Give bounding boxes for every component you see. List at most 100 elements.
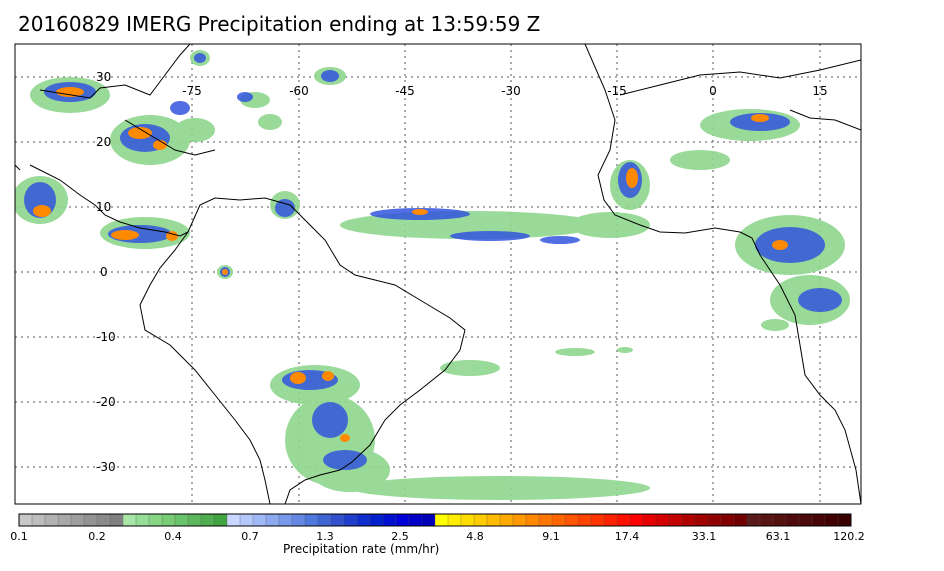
colorbar-swatch (135, 513, 150, 527)
colorbar-swatch (460, 513, 475, 527)
map-content (15, 44, 861, 504)
colorbar-swatch (551, 513, 566, 527)
lat-label: 20 (96, 135, 111, 149)
colorbar-swatch (733, 513, 748, 527)
colorbar-swatch (395, 513, 410, 527)
colorbar-swatch (603, 513, 618, 527)
colorbar-swatch (681, 513, 696, 527)
colorbar-swatch (44, 513, 59, 527)
colorbar-swatch (577, 513, 592, 527)
colorbar-swatch (785, 513, 800, 527)
colorbar-tick-label: 9.1 (542, 530, 560, 543)
precip-heavy (33, 87, 788, 442)
colorbar-frame (18, 513, 852, 527)
colorbar-swatch (343, 513, 358, 527)
colorbar-tick-label: 1.3 (316, 530, 334, 543)
map-title: 20160829 IMERG Precipitation ending at 1… (18, 12, 541, 36)
colorbar-swatch (330, 513, 345, 527)
colorbar-swatch (265, 513, 280, 527)
colorbar-swatch (187, 513, 202, 527)
colorbar-tick-label: 4.8 (466, 530, 484, 543)
colorbar-swatch (148, 513, 163, 527)
colorbar-swatch (746, 513, 761, 527)
colorbar-tick-labels: 0.1 0.2 0.4 0.7 1.3 2.5 4.8 9.1 17.4 33.… (10, 530, 865, 543)
colorbar-swatch (252, 513, 267, 527)
colorbar-swatch (798, 513, 813, 527)
lon-label: -15 (607, 84, 627, 98)
colorbar-tick-label: 0.2 (88, 530, 106, 543)
colorbar-swatch (31, 513, 46, 527)
colorbar-swatch (564, 513, 579, 527)
colorbar-swatch (278, 513, 293, 527)
colorbar-swatch (824, 513, 839, 527)
colorbar-tick-label: 0.1 (10, 530, 28, 543)
lon-label: -30 (501, 84, 521, 98)
colorbar-tick-label: 63.1 (766, 530, 791, 543)
colorbar-swatch (356, 513, 371, 527)
colorbar-swatch (512, 513, 527, 527)
colorbar-tick-label: 33.1 (692, 530, 717, 543)
colorbar-swatch (57, 513, 72, 527)
colorbar-swatch (70, 513, 85, 527)
colorbar-swatch (772, 513, 787, 527)
colorbar-swatch (499, 513, 514, 527)
colorbar-tick-label: 2.5 (391, 530, 409, 543)
lat-label: 0 (100, 265, 108, 279)
lat-label: -30 (96, 460, 116, 474)
colorbar-swatch (382, 513, 397, 527)
longitude-labels: -75 -60 -45 -30 -15 0 15 (182, 84, 827, 98)
colorbar-swatch (434, 513, 449, 527)
lon-label: -60 (289, 84, 309, 98)
colorbar-swatch (304, 513, 319, 527)
colorbar-swatch (837, 513, 852, 527)
colorbar-swatch (291, 513, 306, 527)
colorbar-swatch (668, 513, 683, 527)
colorbar-title: Precipitation rate (mm/hr) (283, 542, 440, 556)
colorbar-swatch (486, 513, 501, 527)
colorbar-swatch (590, 513, 605, 527)
lon-label: -45 (395, 84, 415, 98)
colorbar-swatch (83, 513, 98, 527)
colorbar-swatch (694, 513, 709, 527)
colorbar-swatch (109, 513, 124, 527)
colorbar-swatch (655, 513, 670, 527)
colorbar-swatch (239, 513, 254, 527)
colorbar-swatch (759, 513, 774, 527)
colorbar-tick-label: 0.7 (241, 530, 259, 543)
map-frame (14, 43, 862, 505)
colorbar-swatch (200, 513, 215, 527)
coastlines (15, 44, 861, 504)
lat-label: 10 (96, 200, 111, 214)
colorbar-swatch (707, 513, 722, 527)
colorbar-swatch (317, 513, 332, 527)
colorbar-swatch (538, 513, 553, 527)
lon-label: 0 (709, 84, 717, 98)
colorbar-swatch (122, 513, 137, 527)
colorbar-swatches (18, 513, 852, 527)
lon-label: -75 (182, 84, 202, 98)
colorbar-tick-label: 17.4 (615, 530, 640, 543)
lat-label: -10 (96, 330, 116, 344)
colorbar-tick-label: 0.4 (164, 530, 182, 543)
colorbar-swatch (213, 513, 228, 527)
lat-lon-grid (15, 44, 861, 504)
latitude-labels: 30 20 10 0 -10 -20 -30 (96, 70, 116, 474)
colorbar-swatch (369, 513, 384, 527)
colorbar-tick-label: 120.2 (833, 530, 865, 543)
colorbar-swatch (720, 513, 735, 527)
colorbar-swatch (447, 513, 462, 527)
colorbar-swatch (811, 513, 826, 527)
lon-label: 15 (812, 84, 827, 98)
colorbar-swatch (174, 513, 189, 527)
colorbar-swatch (161, 513, 176, 527)
lat-label: 30 (96, 70, 111, 84)
colorbar-swatch (421, 513, 436, 527)
colorbar-swatch (226, 513, 241, 527)
colorbar-swatch (642, 513, 657, 527)
lat-label: -20 (96, 395, 116, 409)
colorbar-swatch (18, 513, 33, 527)
colorbar-swatch (525, 513, 540, 527)
colorbar-swatch (473, 513, 488, 527)
